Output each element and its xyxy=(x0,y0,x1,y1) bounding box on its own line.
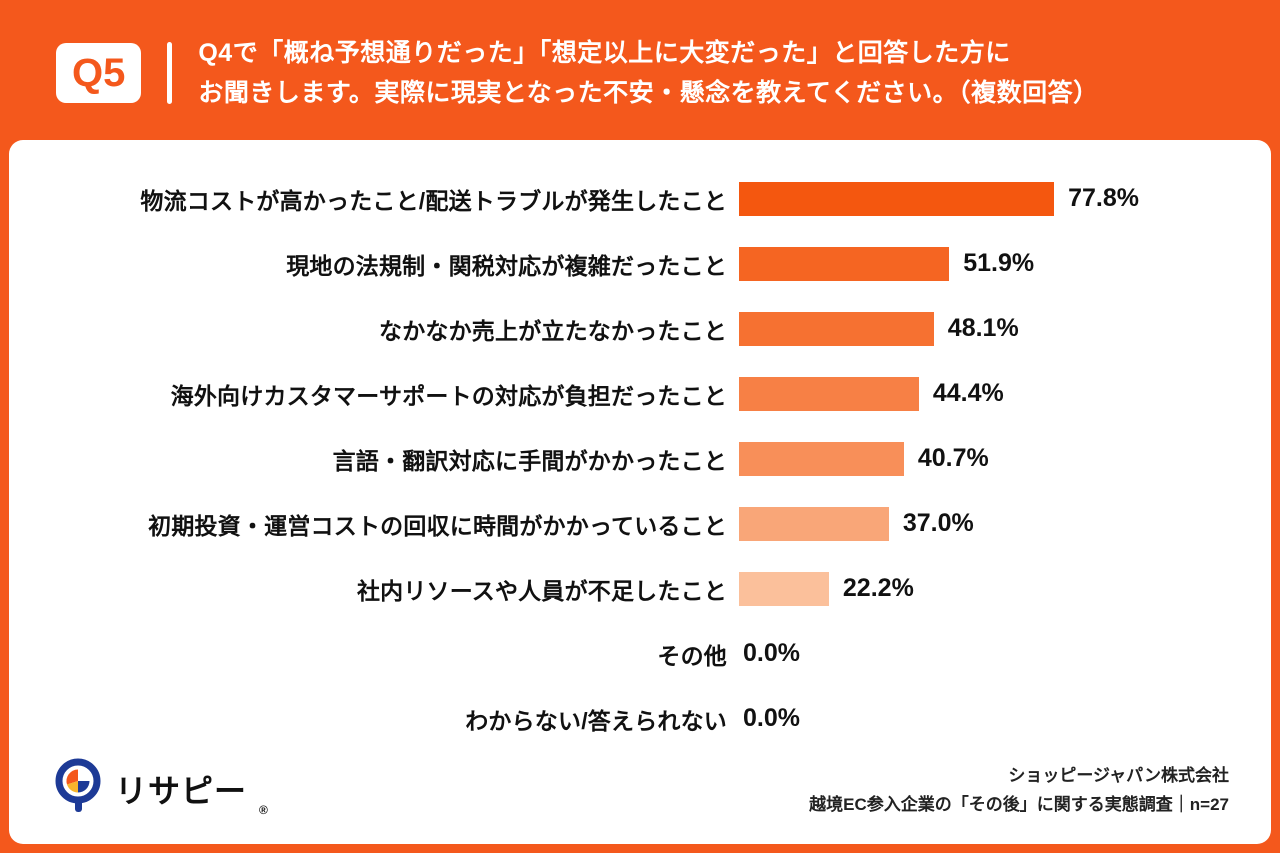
category-label: 社内リソースや人員が不足したこと xyxy=(356,577,727,604)
chart-row: なかなか売上が立たなかったこと 48.1% xyxy=(39,296,1241,361)
bar-track: 77.8% xyxy=(739,166,1241,231)
bar-track: 48.1% xyxy=(739,296,1241,361)
card-footer: リサピー ® ショッピージャパン株式会社 越境EC参入企業の「その後」に関する実… xyxy=(39,757,1241,824)
value-label: 22.2% xyxy=(842,574,914,602)
survey-source: ショッピージャパン株式会社 越境EC参入企業の「その後」に関する実態調査｜n=2… xyxy=(809,762,1229,820)
bar xyxy=(739,246,950,281)
chart-row: 現地の法規制・関税対応が複雑だったこと 51.9% xyxy=(39,231,1241,296)
value-label: 0.0% xyxy=(743,704,800,732)
category-label: わからない/答えられない xyxy=(465,707,727,734)
value-label: 0.0% xyxy=(743,639,800,667)
value-label: 44.4% xyxy=(932,379,1004,407)
survey-title: 越境EC参入企業の「その後」に関する実態調査｜n=27 xyxy=(809,795,1229,815)
bar-track: 0.0% xyxy=(739,621,1241,686)
chart-row: 言語・翻訳対応に手間がかかったこと 40.7% xyxy=(39,426,1241,491)
bar xyxy=(739,441,904,476)
bar-track: 37.0% xyxy=(739,491,1241,556)
survey-company: ショッピージャパン株式会社 xyxy=(1008,766,1229,786)
category-label: 言語・翻訳対応に手間がかかったこと xyxy=(332,447,727,474)
bar xyxy=(739,181,1055,216)
category-label: 初期投資・運営コストの回収に時間がかかっていること xyxy=(148,512,727,539)
bar-track: 51.9% xyxy=(739,231,1241,296)
question-title-line1: Q4で「概ね予想通りだった」「想定以上に大変だった」と回答した方に xyxy=(198,39,1011,67)
chart-row: 海外向けカスタマーサポートの対応が負担だったこと 44.4% xyxy=(39,361,1241,426)
chart-row: 社内リソースや人員が不足したこと 22.2% xyxy=(39,556,1241,621)
value-label: 48.1% xyxy=(947,314,1019,342)
bar-track: 40.7% xyxy=(739,426,1241,491)
bar xyxy=(739,506,889,541)
bar xyxy=(739,311,934,346)
chart-row: わからない/答えられない 0.0% xyxy=(39,686,1241,751)
question-title: Q4で「概ね予想通りだった」「想定以上に大変だった」と回答した方に お聞きします… xyxy=(198,33,1098,113)
logo-text: リサピー xyxy=(115,772,248,809)
chart-row: 初期投資・運営コストの回収に時間がかかっていること 37.0% xyxy=(39,491,1241,556)
question-header: Q5 Q4で「概ね予想通りだった」「想定以上に大変だった」と回答した方に お聞き… xyxy=(0,0,1280,140)
category-label: 海外向けカスタマーサポートの対応が負担だったこと xyxy=(170,382,727,409)
chart-row: その他 0.0% xyxy=(39,621,1241,686)
bar-track: 22.2% xyxy=(739,556,1241,621)
value-label: 51.9% xyxy=(963,249,1035,277)
value-label: 77.8% xyxy=(1068,184,1139,212)
chart-card: 物流コストが高かったこと/配送トラブルが発生したこと 77.8% 現地の法規制・関税… xyxy=(9,140,1271,844)
brand-logo: リサピー ® xyxy=(51,757,268,820)
bar xyxy=(739,376,919,411)
question-title-line2: お聞きします。実際に現実となった不安・懸念を教えてください。（複数回答） xyxy=(198,79,1099,107)
value-label: 40.7% xyxy=(917,444,989,472)
bar-chart: 物流コストが高かったこと/配送トラブルが発生したこと 77.8% 現地の法規制・関税… xyxy=(39,166,1241,757)
value-label: 37.0% xyxy=(902,509,974,537)
chart-row: 物流コストが高かったこと/配送トラブルが発生したこと 77.8% xyxy=(39,166,1241,231)
bar xyxy=(739,571,829,606)
header-divider xyxy=(167,42,173,104)
bar-track: 44.4% xyxy=(739,361,1241,426)
bar-track: 0.0% xyxy=(739,686,1241,751)
category-label: その他 xyxy=(657,642,727,669)
question-number-badge: Q5 xyxy=(56,43,142,103)
category-label: 物流コストが高かったこと/配送トラブルが発生したこと xyxy=(140,187,727,214)
category-label: なかなか売上が立たなかったこと xyxy=(379,317,727,344)
logo-icon xyxy=(51,757,105,820)
category-label: 現地の法規制・関税対応が複雑だったこと xyxy=(286,252,727,279)
logo-registered-mark: ® xyxy=(259,803,268,817)
